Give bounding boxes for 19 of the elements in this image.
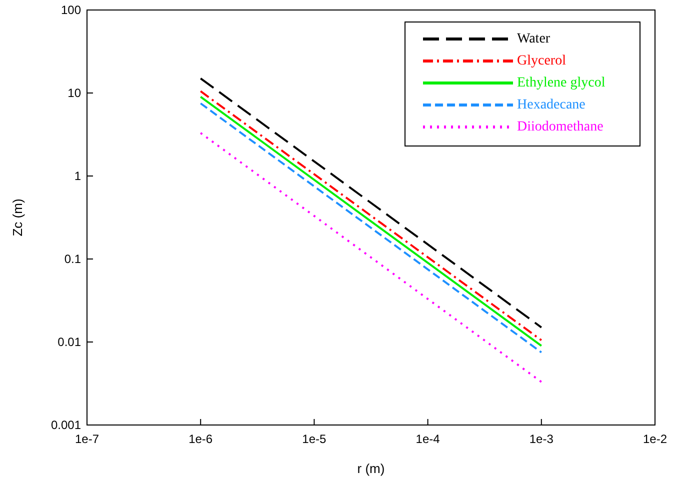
x-tick-label: 1e-2 [642,432,668,446]
x-tick-label: 1e-5 [302,432,327,446]
y-tick-label: 1 [74,169,82,183]
text: Glycerol [517,54,566,68]
x-tick-label: 1e-6 [188,432,213,446]
x-axis-title: r (m) [357,461,385,476]
text: Water [517,32,550,46]
x-tick-label: 1e-4 [416,432,440,446]
text: Ethylene glycol [517,76,606,90]
y-tick-label: 100 [60,3,82,17]
x-tick-label: 1e-3 [529,432,554,446]
text: Diiodomethane [517,120,604,134]
text: Hexadecane [517,98,586,112]
y-tick-label: 0.01 [58,335,82,349]
y-tick-label: 0.1 [64,252,82,266]
y-axis-title: Zc (m) [10,198,25,236]
y-tick-label: 0.001 [50,418,82,432]
x-tick-label: 1e-7 [74,432,100,446]
y-tick-label: 10 [68,86,82,100]
